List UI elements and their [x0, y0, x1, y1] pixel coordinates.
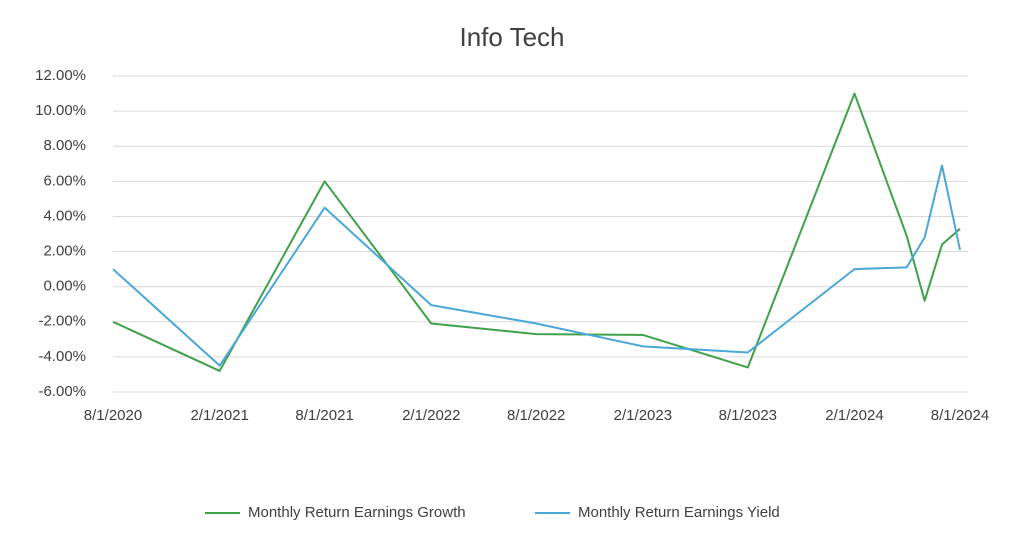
chart-title: Info Tech: [459, 22, 564, 52]
y-tick-label: 10.00%: [35, 102, 86, 119]
y-tick-label: 2.00%: [43, 243, 86, 260]
x-tick-label: 8/1/2021: [295, 407, 353, 424]
series-line: [112, 164, 961, 367]
y-tick-label: 8.00%: [43, 137, 86, 154]
y-tick-label: -2.00%: [38, 313, 86, 330]
legend-label: Monthly Return Earnings Growth: [248, 504, 466, 521]
y-tick-label: 0.00%: [43, 278, 86, 295]
x-tick-label: 8/1/2020: [84, 407, 142, 424]
x-tick-label: 2/1/2023: [614, 407, 672, 424]
x-tick-label: 8/1/2022: [507, 407, 565, 424]
x-tick-label: 2/1/2024: [825, 407, 883, 424]
y-tick-label: 6.00%: [43, 172, 86, 189]
x-tick-label: 2/1/2022: [402, 407, 460, 424]
series-line: [112, 92, 961, 372]
x-tick-label: 8/1/2023: [719, 407, 777, 424]
y-tick-label: 4.00%: [43, 207, 86, 224]
legend-label: Monthly Return Earnings Yield: [578, 504, 780, 521]
y-tick-label: -6.00%: [38, 383, 86, 400]
x-tick-label: 2/1/2021: [190, 407, 248, 424]
y-tick-label: 12.00%: [35, 67, 86, 84]
y-tick-label: -4.00%: [38, 348, 86, 365]
x-tick-label: 8/1/2024: [931, 407, 989, 424]
